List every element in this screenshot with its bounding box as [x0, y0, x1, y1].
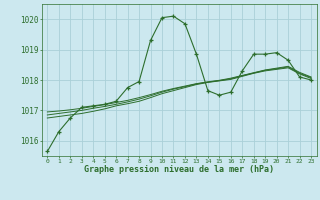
X-axis label: Graphe pression niveau de la mer (hPa): Graphe pression niveau de la mer (hPa) [84, 165, 274, 174]
